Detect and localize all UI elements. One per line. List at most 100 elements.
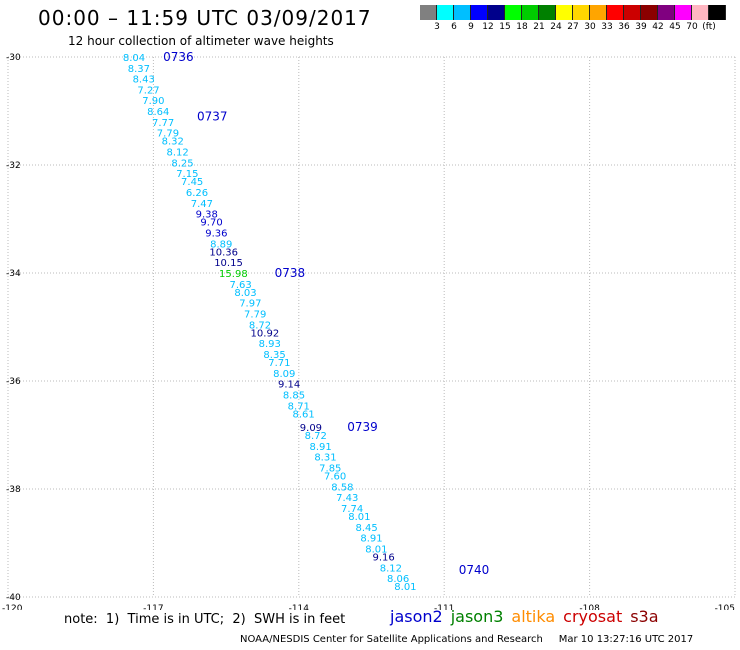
wave-height-value: 8.09 bbox=[273, 369, 295, 380]
colorbar-label: 30 bbox=[584, 22, 596, 32]
colorbar-label: 9 bbox=[468, 22, 474, 32]
colorbar-swatch bbox=[590, 5, 607, 20]
wave-height-value: 8.31 bbox=[314, 453, 336, 464]
colorbar-swatch bbox=[624, 5, 641, 20]
wave-height-value: 7.79 bbox=[157, 129, 179, 140]
wave-height-value: 8.93 bbox=[259, 339, 281, 350]
time-label: 0739 bbox=[347, 420, 378, 434]
wave-height-value: 8.04 bbox=[123, 53, 145, 64]
wave-height-value: 8.12 bbox=[380, 563, 402, 574]
time-label: 0736 bbox=[163, 50, 194, 64]
wave-height-value: 15.98 bbox=[219, 269, 248, 280]
wave-height-value: 8.64 bbox=[147, 107, 169, 118]
wave-height-value: 8.85 bbox=[283, 391, 305, 402]
wave-height-value: 7.15 bbox=[176, 169, 198, 180]
wave-height-value: 8.61 bbox=[293, 409, 315, 420]
wave-height-value: 8.91 bbox=[309, 442, 331, 453]
lon-label: -117 bbox=[143, 604, 163, 610]
colorbar-swatch bbox=[641, 5, 658, 20]
time-labels: 0736 0737 0738 0739 0740 bbox=[163, 50, 489, 577]
wave-height-value: 8.72 bbox=[249, 320, 271, 331]
wave-height-value: 8.12 bbox=[167, 148, 189, 159]
colorbar-swatch bbox=[471, 5, 488, 20]
legend-cryosat: cryosat bbox=[563, 607, 623, 626]
colorbar-swatch bbox=[420, 5, 437, 20]
wave-height-value: 8.06 bbox=[387, 574, 409, 585]
wave-height-value: 8.89 bbox=[210, 239, 232, 250]
lat-label: -32 bbox=[6, 161, 21, 171]
colorbar-swatch bbox=[539, 5, 556, 20]
wave-height-value: 6.26 bbox=[186, 188, 208, 199]
wave-height-value: 8.01 bbox=[365, 544, 387, 555]
lat-label: -40 bbox=[6, 593, 21, 603]
wave-height-value: 10.92 bbox=[251, 328, 280, 339]
wave-height-value: 8.01 bbox=[348, 512, 370, 523]
time-label: 0740 bbox=[459, 563, 490, 577]
colorbar-label: 21 bbox=[533, 22, 545, 32]
colorbar-label: 24 bbox=[550, 22, 562, 32]
colorbar-swatch bbox=[556, 5, 573, 20]
wave-height-value: 7.97 bbox=[239, 299, 261, 310]
colorbar-swatch bbox=[437, 5, 454, 20]
colorbar-swatch bbox=[505, 5, 522, 20]
wave-height-value: 9.09 bbox=[300, 423, 322, 434]
wave-height-value: 8.91 bbox=[360, 534, 382, 545]
colorbar-label: 3 bbox=[434, 22, 440, 32]
lat-label: -34 bbox=[6, 269, 21, 279]
lon-label: -111 bbox=[434, 604, 454, 610]
wave-height-value: 7.63 bbox=[230, 280, 252, 291]
wave-height-value: 7.45 bbox=[181, 177, 203, 188]
lon-label: -114 bbox=[289, 604, 310, 610]
time-label: 0738 bbox=[275, 266, 306, 280]
colorbar-swatch bbox=[692, 5, 709, 20]
colorbar-label: 15 bbox=[499, 22, 511, 32]
colorbar-label: 12 bbox=[482, 22, 494, 32]
colorbar-label: 39 bbox=[635, 22, 647, 32]
legend-jason2: jason2 bbox=[390, 607, 443, 626]
map-subtitle: 12 hour collection of altimeter wave hei… bbox=[68, 34, 334, 48]
lat-label: -36 bbox=[6, 377, 21, 387]
colorbar-label: (ft) bbox=[702, 22, 716, 32]
colorbar-label: 70 bbox=[686, 22, 698, 32]
colorbar-swatch bbox=[488, 5, 505, 20]
wave-height-value: 8.32 bbox=[162, 137, 184, 148]
map-grid bbox=[7, 56, 736, 598]
lon-label: -105 bbox=[715, 604, 735, 610]
colorbar-swatch bbox=[522, 5, 539, 20]
lat-label: -30 bbox=[6, 53, 21, 63]
wave-height-value: 7.60 bbox=[324, 472, 346, 483]
wave-height-value: 7.43 bbox=[336, 493, 358, 504]
colorbar-swatch bbox=[709, 5, 726, 20]
wave-height-value: 10.36 bbox=[209, 247, 238, 258]
wave-height-value: 9.16 bbox=[372, 553, 394, 564]
wave-height-value: 7.79 bbox=[244, 310, 266, 321]
note-text: note: 1) Time is in UTC; 2) SWH is in fe… bbox=[64, 612, 346, 627]
wave-height-value: 7.27 bbox=[137, 85, 159, 96]
colorbar-swatch bbox=[573, 5, 590, 20]
colorbar-swatch bbox=[675, 5, 692, 20]
lat-label: -38 bbox=[6, 485, 21, 495]
legend-jason3: jason3 bbox=[450, 607, 504, 626]
wave-height-value: 8.58 bbox=[331, 482, 353, 493]
colorbar-swatch bbox=[607, 5, 624, 20]
wave-height-value: 7.47 bbox=[191, 199, 213, 210]
wave-height-value: 10.15 bbox=[214, 258, 243, 269]
wave-height-value: 8.43 bbox=[133, 75, 155, 86]
map-title: 00:00 – 11:59 UTC 03/09/2017 bbox=[38, 6, 372, 30]
colorbar-swatch bbox=[454, 5, 471, 20]
colorbar-label: 6 bbox=[451, 22, 457, 32]
satellite-legend: jason2 jason3 altika cryosat s3a bbox=[390, 607, 667, 626]
wave-height-value: 8.72 bbox=[305, 431, 327, 442]
lon-label: -120 bbox=[2, 604, 23, 610]
wave-height-value: 9.14 bbox=[278, 380, 300, 391]
wave-height-value: 8.03 bbox=[234, 288, 256, 299]
lon-label: -108 bbox=[579, 604, 600, 610]
legend-altika: altika bbox=[511, 607, 556, 626]
wave-height-value: 7.74 bbox=[341, 504, 363, 515]
colorbar-swatch bbox=[658, 5, 675, 20]
footer-credit: NOAA/NESDIS Center for Satellite Applica… bbox=[240, 634, 694, 645]
wave-height-value: 7.71 bbox=[268, 358, 290, 369]
wave-height-values: 8.048.378.437.277.908.647.777.798.328.12… bbox=[123, 53, 417, 593]
wave-height-value: 9.36 bbox=[205, 229, 227, 240]
wave-height-value: 8.37 bbox=[128, 64, 150, 75]
